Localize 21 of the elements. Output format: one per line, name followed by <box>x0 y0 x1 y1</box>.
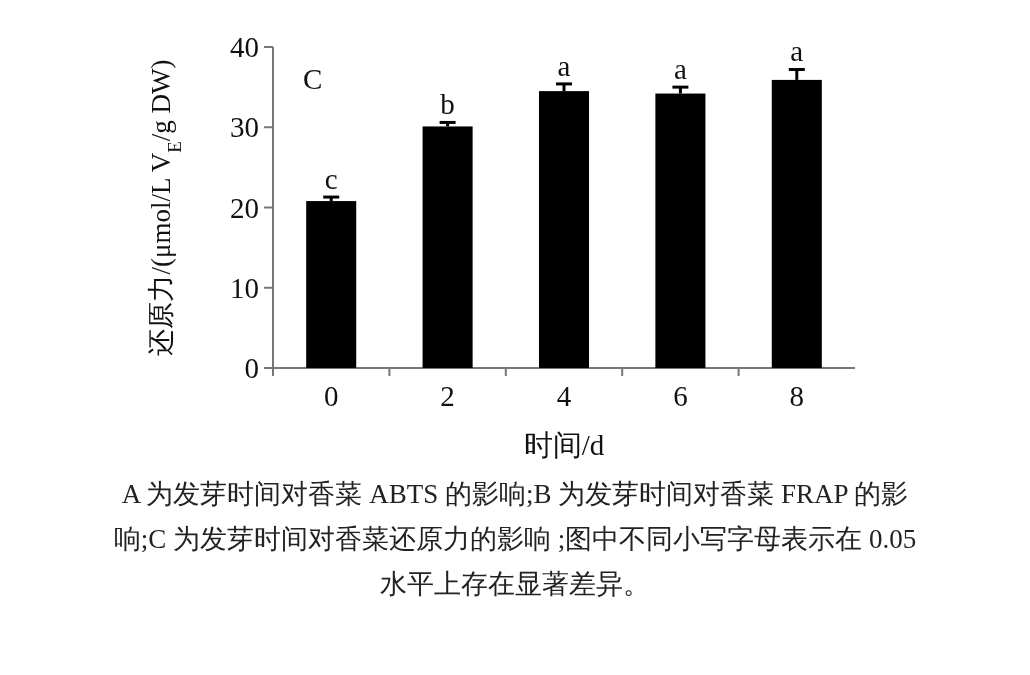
x-tick-label: 6 <box>673 380 688 412</box>
annotation: c <box>324 163 338 196</box>
text: A 为发芽时间对香菜 ABTS 的影响;B 为发芽时间对香菜 FRAP 的影响;C 为发芽时间对香菜还原力的影响 ;图中不同小写字母表示在 0.05 水平上存在显著差异。 <box>112 478 918 601</box>
x-tick-label: 0 <box>323 380 339 412</box>
y-tick-label: 40 <box>230 31 259 63</box>
x-tick-label: 4 <box>556 380 572 412</box>
y-tick-label: 0 <box>244 352 259 384</box>
x-axis-title: 时间/d <box>523 429 605 461</box>
y-tick-label: 30 <box>230 111 259 144</box>
annotation: a <box>673 53 687 86</box>
bar <box>306 201 357 368</box>
x-tick-label: 2 <box>440 380 455 412</box>
annotation: b <box>440 88 455 121</box>
annotation: a <box>790 35 804 68</box>
annotation: C <box>303 63 323 95</box>
x-tick-label: 8 <box>789 380 805 412</box>
y-tick-label: 10 <box>230 271 259 304</box>
y-tick-label: 20 <box>230 191 259 224</box>
annotation: a <box>557 49 571 82</box>
bar <box>422 126 473 368</box>
bar <box>655 93 706 368</box>
